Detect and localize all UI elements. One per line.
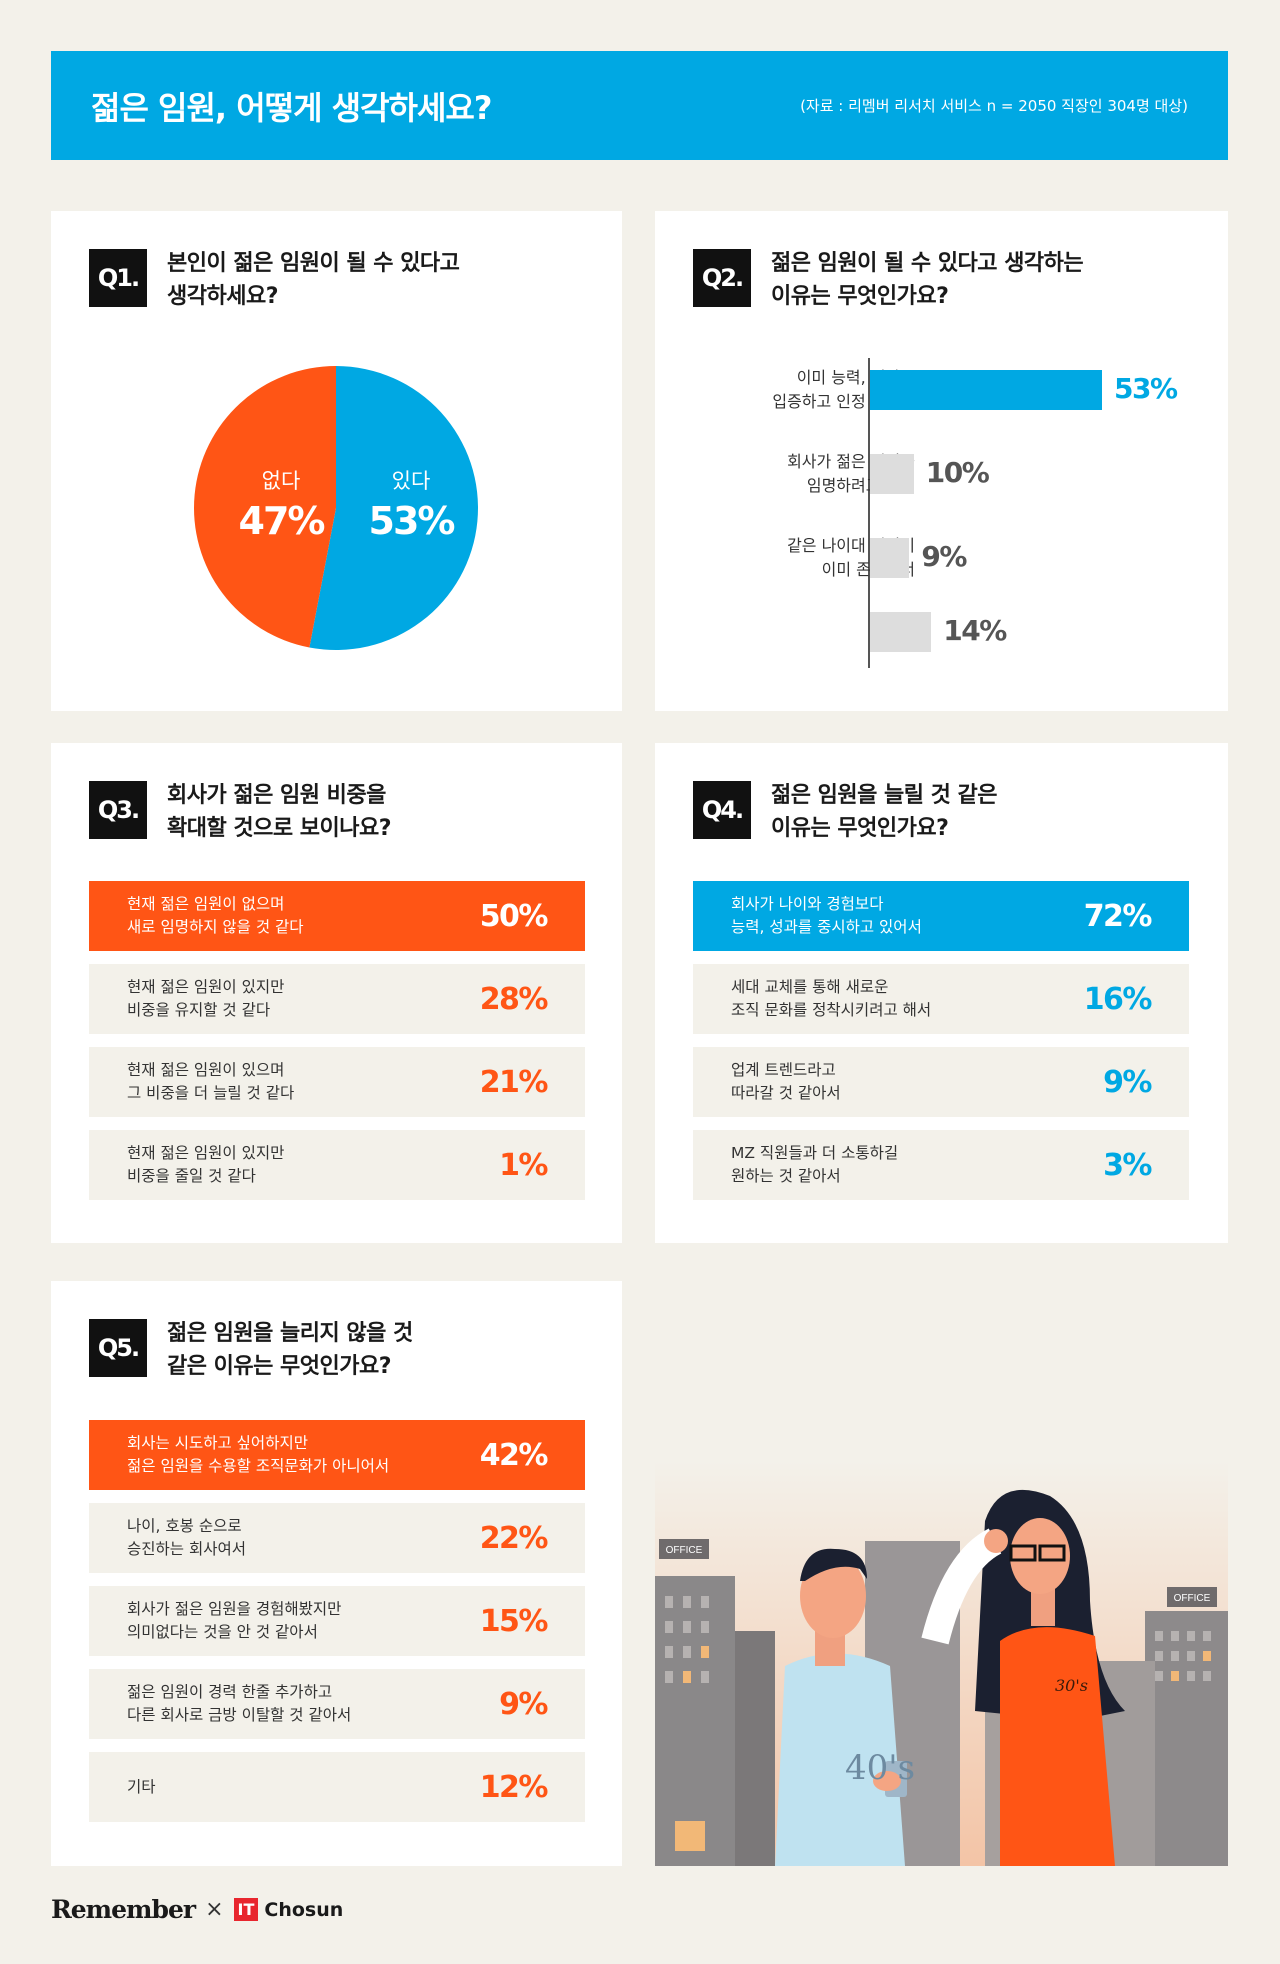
q3-row-2: 현재 젊은 임원이 있지만 비중을 유지할 것 같다 28% bbox=[89, 964, 585, 1034]
q4-card: Q4. 젊은 임원을 늘릴 것 같은 이유는 무엇인가요? 회사가 나이와 경험… bbox=[655, 743, 1228, 1243]
q3-title: 회사가 젊은 임원 비중을 확대할 것으로 보이나요? bbox=[167, 783, 391, 841]
q4-row-1: 회사가 나이와 경험보다 능력, 성과를 중시하고 있어서 72% bbox=[693, 881, 1189, 951]
q5-row-4-label: 젊은 임원이 경력 한줄 추가하고 다른 회사로 금방 이탈할 것 같아서 bbox=[127, 1683, 352, 1724]
header-banner: 젊은 임원, 어떻게 생각하세요? (자료 : 리멤버 리서치 서비스 n = … bbox=[51, 51, 1228, 160]
office-sign-left bbox=[659, 1539, 709, 1559]
q4-row-3-pct: 9% bbox=[1103, 1064, 1152, 1100]
q5-row-3: 회사가 젊은 임원을 경험해봤지만 의미없다는 것을 안 것 같아서 15% bbox=[89, 1586, 585, 1656]
q3-row-1-pct: 50% bbox=[479, 898, 549, 934]
q5-title: 젊은 임원을 늘리지 않을 것 같은 이유는 무엇인가요? bbox=[167, 1321, 413, 1379]
pie-slice-yes bbox=[309, 366, 478, 650]
q5-row-4: 젊은 임원이 경력 한줄 추가하고 다른 회사로 금방 이탈할 것 같아서 9% bbox=[89, 1669, 585, 1739]
q1-card: Q1. 본인이 젊은 임원이 될 수 있다고 생각하세요? 없다 47% 있다 … bbox=[51, 211, 622, 711]
q5-row-2-label: 나이, 호봉 순으로 승진하는 회사여서 bbox=[127, 1517, 247, 1558]
q4-row-2-label: 세대 교체를 통해 새로운 조직 문화를 정착시키려고 해서 bbox=[731, 978, 932, 1019]
q3-row-4: 현재 젊은 임원이 있지만 비중을 줄일 것 같다 1% bbox=[89, 1130, 585, 1200]
q1-pie-chart bbox=[193, 366, 478, 650]
q2-badge: Q2. bbox=[693, 249, 751, 307]
footer-logos: Remember × IT Chosun bbox=[51, 1895, 343, 1924]
q3-row-3: 현재 젊은 임원이 있으며 그 비중을 더 늘릴 것 같다 21% bbox=[89, 1047, 585, 1117]
q4-row-4-label: MZ 직원들과 더 소통하길 원하는 것 같아서 bbox=[731, 1144, 899, 1185]
q3-badge: Q3. bbox=[89, 781, 147, 839]
q4-row-3-label: 업계 트렌드라고 따라갈 것 같아서 bbox=[731, 1061, 841, 1102]
q3-row-4-pct: 1% bbox=[499, 1147, 548, 1183]
office-sign-right bbox=[1167, 1587, 1217, 1607]
q5-row-3-label: 회사가 젊은 임원을 경험해봤지만 의미없다는 것을 안 것 같아서 bbox=[127, 1600, 342, 1641]
q5-card: Q5. 젊은 임원을 늘리지 않을 것 같은 이유는 무엇인가요? 회사는 시도… bbox=[51, 1281, 622, 1866]
q4-row-3: 업계 트렌드라고 따라갈 것 같아서 9% bbox=[693, 1047, 1189, 1117]
remember-logo: Remember bbox=[51, 1895, 196, 1924]
q4-row-1-label: 회사가 나이와 경험보다 능력, 성과를 중시하고 있어서 bbox=[731, 895, 922, 936]
q2-bar-3 bbox=[870, 538, 910, 578]
pie-label-yes: 있다 53% bbox=[351, 465, 471, 543]
q5-row-1-label: 회사는 시도하고 싶어하지만 젊은 임원을 수용할 조직문화가 아니어서 bbox=[127, 1434, 390, 1475]
chosun-logo: Chosun bbox=[264, 1898, 344, 1921]
q2-bar-1 bbox=[870, 370, 1102, 410]
q4-row-2: 세대 교체를 통해 새로운 조직 문화를 정착시키려고 해서 16% bbox=[693, 964, 1189, 1034]
q4-row-1-pct: 72% bbox=[1083, 898, 1153, 934]
times-sign: × bbox=[205, 1897, 224, 1922]
q5-row-4-pct: 9% bbox=[499, 1686, 548, 1722]
q2-bar-value-3: 9% bbox=[921, 540, 967, 573]
q4-row-4: MZ 직원들과 더 소통하길 원하는 것 같아서 3% bbox=[693, 1130, 1189, 1200]
source-note: (자료 : 리멤버 리서치 서비스 n = 2050 직장인 304명 대상) bbox=[800, 97, 1188, 115]
office-sign-left-text: OFFICE bbox=[666, 1545, 703, 1556]
q5-row-2: 나이, 호봉 순으로 승진하는 회사여서 22% bbox=[89, 1503, 585, 1573]
q2-bar-value-4: 14% bbox=[943, 614, 1007, 647]
pie-label-no-text: 없다 bbox=[261, 469, 301, 493]
q5-row-1-pct: 42% bbox=[479, 1437, 549, 1473]
q5-row-5-label: 기타 bbox=[127, 1777, 156, 1796]
man-figure: 40's bbox=[775, 1548, 915, 1866]
q3-row-2-label: 현재 젊은 임원이 있지만 비중을 유지할 것 같다 bbox=[127, 978, 285, 1019]
office-illustration: OFFICE OFFICE 40's 30's bbox=[655, 1461, 1228, 1866]
q2-card: Q2. 젊은 임원이 될 수 있다고 생각하는 이유는 무엇인가요? bbox=[655, 211, 1228, 711]
pie-label-yes-text: 있다 bbox=[391, 469, 431, 493]
q5-badge: Q5. bbox=[89, 1319, 147, 1377]
q5-row-5: 기타 12% bbox=[89, 1752, 585, 1822]
q3-row-4-label: 현재 젊은 임원이 있지만 비중을 줄일 것 같다 bbox=[127, 1144, 285, 1185]
q2-bar-value-2: 10% bbox=[925, 456, 990, 489]
q5-row-3-pct: 15% bbox=[479, 1603, 549, 1639]
q4-badge: Q4. bbox=[693, 781, 751, 839]
q2-title: 젊은 임원이 될 수 있다고 생각하는 이유는 무엇인가요? bbox=[771, 251, 1084, 309]
q5-row-2-pct: 22% bbox=[479, 1520, 549, 1556]
it-logo: IT bbox=[233, 1898, 259, 1921]
woman-figure: 30's bbox=[921, 1489, 1125, 1866]
q2-bar-2 bbox=[870, 454, 914, 494]
woman-vest-text: 30's bbox=[1055, 1676, 1088, 1695]
q2-bar-4 bbox=[870, 612, 932, 652]
q5-row-1: 회사는 시도하고 싶어하지만 젊은 임원을 수용할 조직문화가 아니어서 42% bbox=[89, 1420, 585, 1490]
q1-badge: Q1. bbox=[89, 249, 147, 307]
q4-row-2-pct: 16% bbox=[1083, 981, 1153, 1017]
q2-bar-value-1: 53% bbox=[1114, 372, 1178, 405]
pie-label-no: 없다 47% bbox=[221, 465, 341, 543]
q1-title: 본인이 젊은 임원이 될 수 있다고 생각하세요? bbox=[167, 251, 460, 309]
q4-title: 젊은 임원을 늘릴 것 같은 이유는 무엇인가요? bbox=[771, 783, 998, 841]
pie-label-no-pct: 47% bbox=[238, 499, 326, 543]
pie-label-yes-pct: 53% bbox=[368, 499, 456, 543]
q2-axis-line bbox=[868, 358, 870, 668]
q4-row-4-pct: 3% bbox=[1103, 1147, 1152, 1183]
q3-row-1: 현재 젊은 임원이 없으며 새로 임명하지 않을 것 같다 50% bbox=[89, 881, 585, 951]
q3-row-3-pct: 21% bbox=[479, 1064, 549, 1100]
q3-card: Q3. 회사가 젊은 임원 비중을 확대할 것으로 보이나요? 현재 젊은 임원… bbox=[51, 743, 622, 1243]
pie-slice-no bbox=[193, 366, 336, 648]
q5-row-5-pct: 12% bbox=[479, 1769, 549, 1805]
man-shirt-text: 40's bbox=[845, 1748, 915, 1788]
q3-row-2-pct: 28% bbox=[479, 981, 549, 1017]
office-sign-right-text: OFFICE bbox=[1174, 1593, 1211, 1604]
q3-row-1-label: 현재 젊은 임원이 없으며 새로 임명하지 않을 것 같다 bbox=[127, 895, 304, 936]
page-title: 젊은 임원, 어떻게 생각하세요? bbox=[91, 88, 492, 127]
q3-row-3-label: 현재 젊은 임원이 있으며 그 비중을 더 늘릴 것 같다 bbox=[127, 1061, 295, 1102]
